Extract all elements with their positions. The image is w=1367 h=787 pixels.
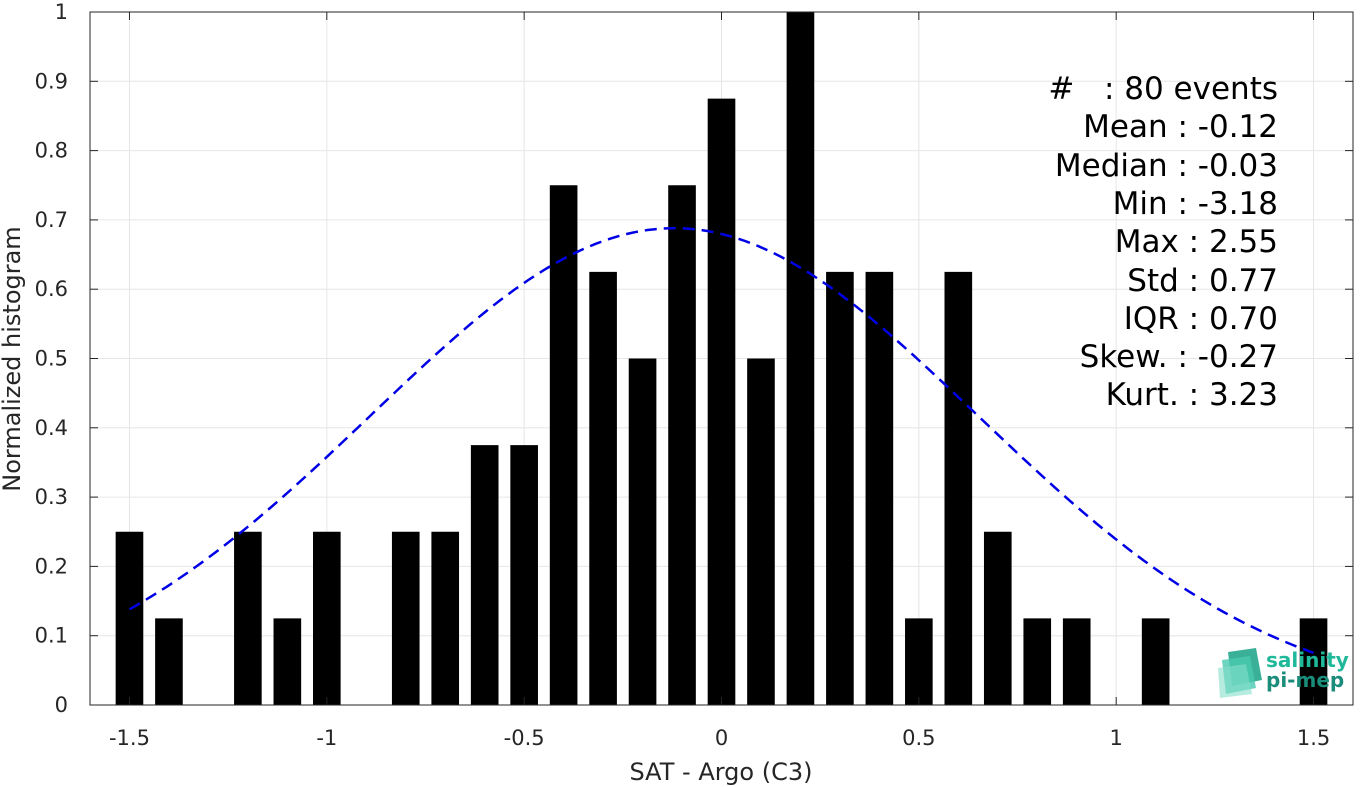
normal-fit-curve — [128, 226, 1314, 655]
histogram-bar — [747, 358, 775, 705]
histogram-bar — [312, 531, 341, 705]
stat-label: # — [1048, 71, 1104, 107]
histogram-bar — [826, 271, 854, 705]
y-tick-label: 0 — [55, 693, 68, 717]
x-tick-label: 0.5 — [902, 726, 935, 750]
stat-row: Kurt. : 3.23 — [1106, 380, 1278, 411]
stat-value: : 0.70 — [1188, 300, 1278, 337]
stat-label: Median — [1054, 147, 1178, 184]
stat-label: Max — [1114, 224, 1189, 261]
stat-value: : 3.23 — [1188, 377, 1278, 414]
stat-row: Min : -3.18 — [1112, 185, 1278, 222]
histogram-bar — [155, 618, 183, 705]
histogram-bar — [786, 12, 815, 705]
histogram-bar — [628, 358, 657, 705]
y-tick-label: 0.6 — [35, 277, 68, 301]
x-axis-ticks: -1.5 -1 -0.5 0 0.5 1 1.5 — [109, 12, 1330, 750]
stat-label: Std — [1127, 262, 1189, 299]
stat-value: : 2.55 — [1188, 224, 1278, 261]
stat-row: # : 80 events — [1048, 74, 1278, 105]
y-axis-label: Normalized histogram — [0, 226, 26, 491]
x-tick-label: -0.5 — [504, 726, 545, 750]
histogram-bar — [273, 618, 302, 705]
logo-line2: pi-mep — [1266, 668, 1344, 692]
histogram-bar — [234, 531, 262, 705]
stat-label: Skew. — [1079, 339, 1178, 376]
stat-label: IQR — [1123, 300, 1189, 337]
stat-row: Std : 0.77 — [1127, 262, 1278, 299]
histogram-bar — [983, 531, 1012, 705]
histogram-bar — [865, 271, 894, 705]
stat-row: Max : 2.55 — [1115, 227, 1278, 258]
x-tick-label: -1.5 — [109, 726, 150, 750]
histogram-bar — [707, 98, 736, 705]
stat-value: : 0.77 — [1188, 262, 1278, 299]
y-tick-label: 0.3 — [35, 485, 68, 509]
histogram-bar — [1299, 618, 1328, 705]
logo-mark-icon — [1218, 648, 1262, 698]
y-tick-label: 0.9 — [35, 69, 68, 93]
histogram-bar — [115, 531, 144, 705]
y-tick-label: 0.7 — [35, 208, 68, 232]
histogram-bar — [391, 531, 420, 705]
histogram-bar — [1141, 618, 1170, 705]
y-tick-label: 0.4 — [35, 416, 68, 440]
histogram-bar — [589, 271, 617, 705]
stat-label: Kurt. — [1105, 377, 1189, 414]
histogram-bar — [668, 185, 696, 705]
histogram-bars — [115, 12, 1328, 705]
histogram-bar — [905, 618, 933, 705]
stat-value: : -0.12 — [1177, 109, 1278, 146]
x-tick-label: -1 — [316, 726, 337, 750]
histogram-bar — [470, 445, 499, 705]
x-tick-label: 1 — [1110, 726, 1123, 750]
y-tick-label: 0.8 — [35, 139, 68, 163]
stat-value: : -0.27 — [1177, 339, 1278, 376]
stat-row: IQR : 0.70 — [1123, 300, 1278, 337]
stat-row: Mean : -0.12 — [1083, 112, 1278, 143]
stat-label: Mean — [1083, 109, 1178, 146]
histogram-bar — [1062, 618, 1091, 705]
y-tick-label: 0.2 — [35, 554, 68, 578]
histogram-bar — [431, 531, 460, 705]
x-tick-label: 1.5 — [1297, 726, 1330, 750]
stat-label: Min — [1112, 185, 1178, 222]
stat-row: Skew. : -0.27 — [1080, 342, 1278, 373]
y-tick-label: 0.1 — [35, 624, 68, 648]
stat-value: : 80 events — [1103, 71, 1278, 107]
histogram-bar — [1023, 618, 1052, 705]
stat-value: : -3.18 — [1177, 185, 1278, 222]
y-axis-ticks: 0 0.1 0.2 0.3 0.4 0.5 0.6 0.7 0.8 0.9 1 — [35, 0, 1353, 717]
y-tick-label: 0.5 — [35, 347, 68, 371]
salinity-pi-mep-logo: salinity pi-mep — [1218, 648, 1349, 698]
x-tick-label: 0 — [715, 726, 728, 750]
stat-row: Median : -0.03 — [1054, 147, 1278, 184]
histogram-bar — [510, 445, 538, 705]
y-tick-label: 1 — [55, 0, 68, 24]
histogram-bar — [549, 185, 578, 705]
x-axis-label: SAT - Argo (C3) — [630, 758, 813, 786]
stat-value: : -0.03 — [1177, 147, 1278, 184]
logo-line1: salinity — [1266, 648, 1349, 672]
histogram-bar — [944, 271, 973, 705]
